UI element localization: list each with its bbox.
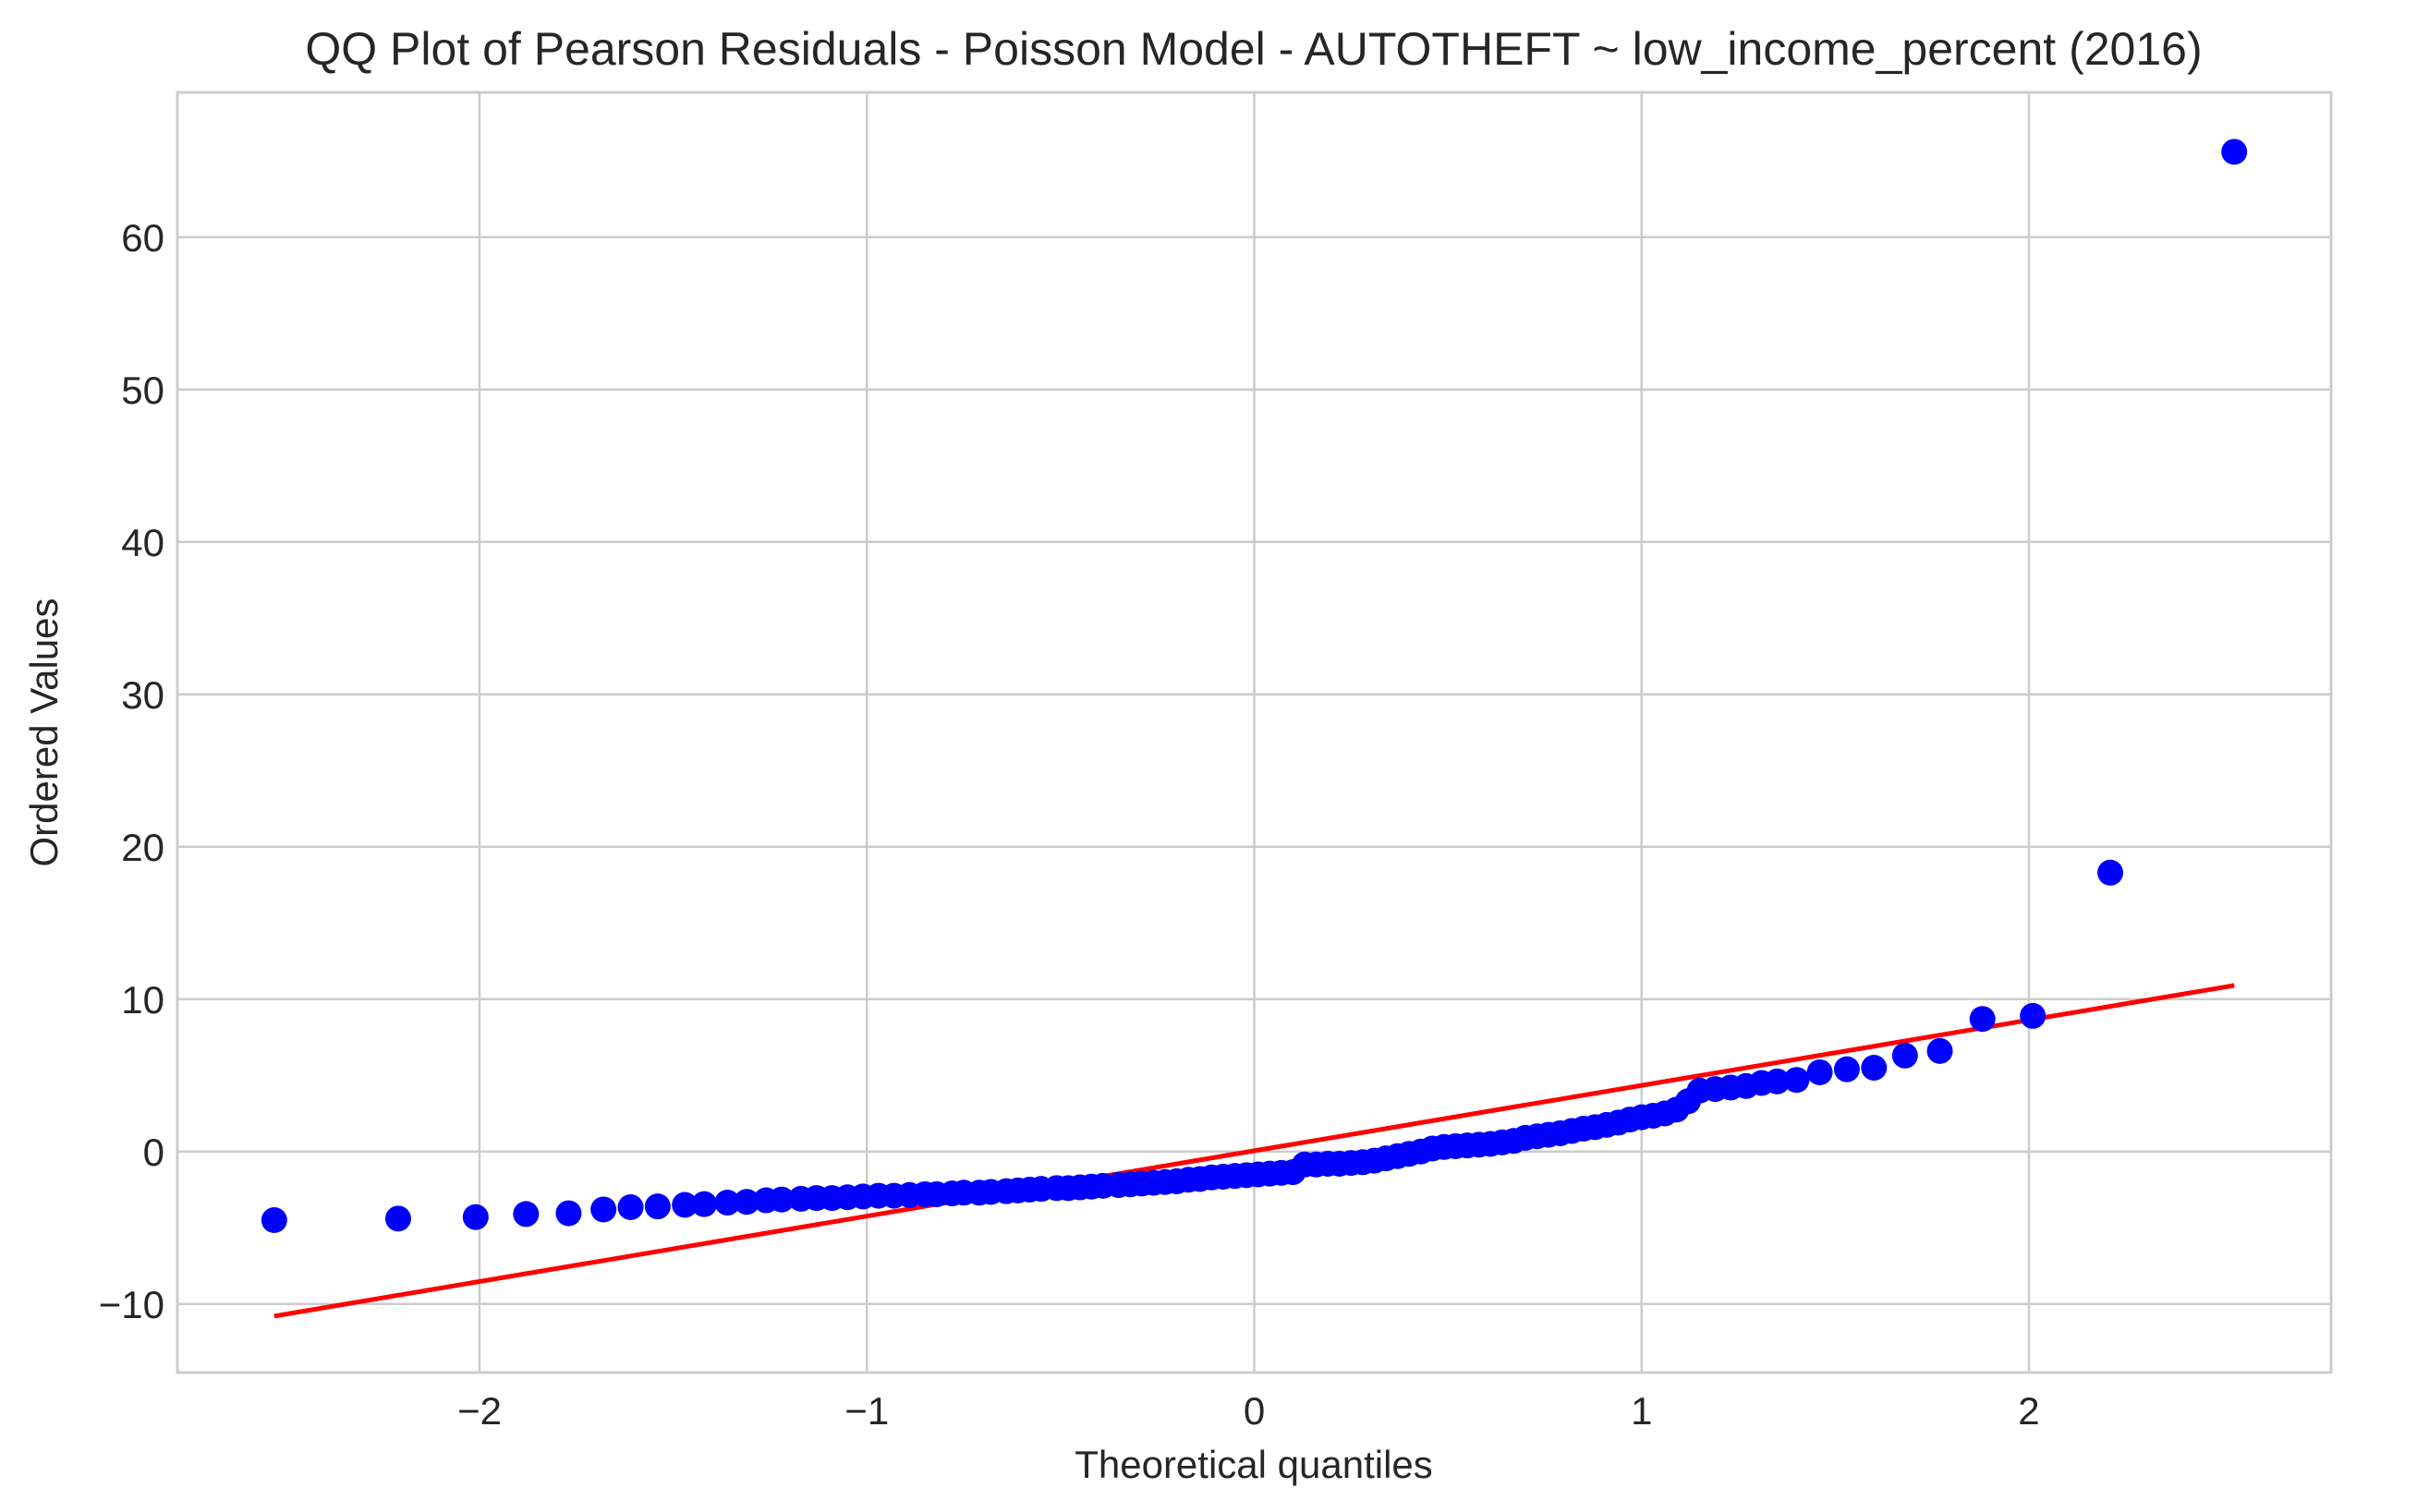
data-point: [1806, 1058, 1833, 1085]
y-tick-label: 40: [121, 521, 164, 564]
data-point: [462, 1204, 489, 1230]
y-tick-label: 60: [121, 216, 164, 260]
data-point: [2097, 859, 2124, 886]
x-tick-label: 0: [1244, 1389, 1265, 1433]
data-point: [555, 1200, 582, 1227]
data-point: [2020, 1002, 2047, 1029]
x-tick-label: −2: [457, 1389, 502, 1433]
data-point: [734, 1189, 760, 1216]
data-point: [714, 1190, 741, 1216]
data-point: [769, 1186, 796, 1213]
x-tick-labels: −2 −1 0 1 2: [457, 1389, 2040, 1433]
y-tick-label: −10: [99, 1283, 164, 1326]
y-axis-label: Ordered Values: [22, 598, 66, 866]
data-point: [1764, 1068, 1791, 1095]
data-point: [384, 1205, 411, 1232]
y-tick-label: 50: [121, 369, 164, 412]
x-tick-label: −1: [844, 1389, 889, 1433]
data-point: [1891, 1042, 1918, 1069]
x-tick-label: 2: [2018, 1389, 2039, 1433]
y-tick-label: 0: [143, 1131, 164, 1174]
chart-title: QQ Plot of Pearson Residuals - Poisson M…: [305, 23, 2202, 75]
grid-lines: [177, 92, 2331, 1373]
data-point: [2221, 139, 2248, 165]
data-point: [672, 1191, 698, 1218]
fit-line: [273, 983, 2235, 1319]
data-point: [1969, 1006, 1996, 1033]
data-point: [1861, 1055, 1888, 1081]
data-point: [1926, 1037, 1953, 1064]
y-tick-label: 20: [121, 826, 164, 869]
y-tick-labels: −10 0 10 20 30 40 50 60: [99, 216, 164, 1326]
data-point: [590, 1196, 617, 1223]
y-tick-label: 30: [121, 673, 164, 717]
x-axis-label: Theoretical quantiles: [1075, 1443, 1433, 1486]
axes-spines: [176, 91, 2333, 1374]
data-point: [644, 1193, 671, 1220]
x-tick-label: 1: [1631, 1389, 1652, 1433]
data-point: [1783, 1067, 1810, 1094]
fit-line-layer: [273, 983, 2235, 1319]
data-point: [1833, 1056, 1860, 1083]
data-point: [691, 1191, 718, 1217]
points-layer: [261, 139, 2248, 1233]
data-point: [617, 1193, 644, 1220]
y-tick-label: 10: [121, 978, 164, 1022]
axes-frame: [176, 91, 2333, 1374]
data-point: [513, 1201, 540, 1228]
data-point: [261, 1207, 287, 1233]
